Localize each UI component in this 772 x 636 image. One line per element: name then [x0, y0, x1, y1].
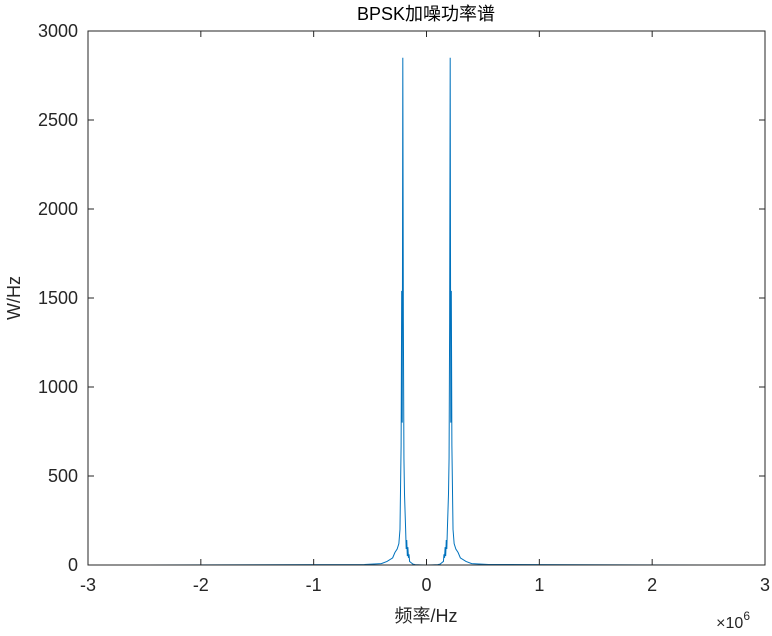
y-ticks: 0 500 1000 1500 2000 2500 3000 — [38, 21, 765, 575]
x-tick-label: -1 — [306, 575, 322, 595]
y-tick-label: 1000 — [38, 377, 78, 397]
y-tick-label: 2000 — [38, 199, 78, 219]
x-axis-label: 频率/Hz — [395, 606, 458, 626]
x-tick-label: 3 — [760, 575, 770, 595]
x-tick-label: -2 — [193, 575, 209, 595]
y-tick-label: 2500 — [38, 110, 78, 130]
x-tick-label: 2 — [647, 575, 657, 595]
x-exponent-label: ×106 — [716, 609, 750, 631]
plot-area — [88, 31, 765, 565]
chart-title: BPSK加噪功率谱 — [357, 4, 495, 24]
y-tick-label: 500 — [48, 466, 78, 486]
y-tick-label: 3000 — [38, 21, 78, 41]
y-tick-label: 0 — [68, 555, 78, 575]
x-tick-label: 0 — [421, 575, 431, 595]
x-tick-label: 1 — [534, 575, 544, 595]
x-ticks: -3 -2 -1 0 1 2 3 — [80, 31, 770, 595]
y-axis-label: W/Hz — [4, 276, 24, 320]
y-tick-label: 1500 — [38, 288, 78, 308]
x-tick-label: -3 — [80, 575, 96, 595]
